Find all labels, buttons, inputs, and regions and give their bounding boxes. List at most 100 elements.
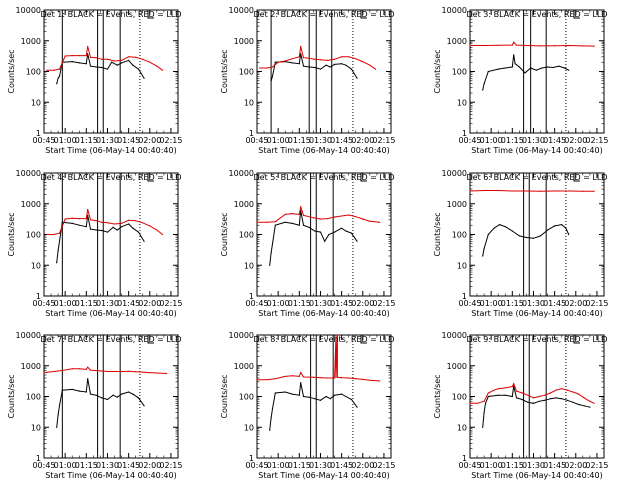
y-tick-label: 1 bbox=[462, 129, 467, 138]
data-point-lld bbox=[135, 56, 137, 58]
x-tick-label: 01:45 bbox=[543, 136, 566, 145]
series-line-events bbox=[482, 54, 569, 91]
data-point-lld bbox=[95, 220, 97, 222]
data-point-lld bbox=[334, 216, 336, 218]
y-tick-label: 10000 bbox=[442, 331, 467, 340]
data-point-events bbox=[78, 62, 80, 64]
y-axis-title: Counts/sec bbox=[7, 374, 16, 418]
y-tick-label: 10000 bbox=[442, 6, 467, 15]
x-tick-label: 01:15 bbox=[75, 461, 98, 470]
data-point-events bbox=[137, 397, 140, 399]
data-point-lld bbox=[355, 216, 357, 218]
data-point-lld bbox=[319, 59, 322, 61]
data-point-events bbox=[121, 226, 123, 228]
y-tick-label: 1000 bbox=[447, 37, 467, 46]
data-point-lld bbox=[314, 58, 316, 60]
y-tick-label: 1 bbox=[249, 292, 254, 301]
data-point-events bbox=[95, 394, 97, 396]
data-point-events bbox=[116, 396, 118, 398]
x-tick-label: 00:45 bbox=[458, 136, 481, 145]
series-line-lld bbox=[46, 46, 163, 71]
data-point-lld bbox=[64, 55, 66, 57]
data-point-events bbox=[497, 394, 499, 396]
x-tick-label: 02:15 bbox=[372, 461, 395, 470]
data-point-events bbox=[350, 398, 353, 401]
data-point-events bbox=[101, 66, 103, 69]
data-point-lld bbox=[259, 67, 261, 69]
y-tick-label: 10000 bbox=[16, 331, 41, 340]
x-tick-label: 02:00 bbox=[138, 299, 161, 308]
y-tick-label: 100 bbox=[26, 393, 41, 402]
data-point-lld bbox=[593, 190, 595, 192]
data-point-lld bbox=[593, 45, 595, 47]
y-tick-label: 100 bbox=[239, 68, 254, 77]
data-point-events bbox=[566, 399, 568, 401]
x-tick-label: 02:00 bbox=[564, 461, 587, 470]
data-point-lld bbox=[334, 58, 336, 60]
y-tick-label: 10000 bbox=[16, 169, 41, 178]
data-point-events bbox=[302, 65, 305, 67]
data-point-events bbox=[325, 64, 327, 66]
x-tick-label: 01:45 bbox=[543, 299, 566, 308]
data-point-lld bbox=[568, 44, 570, 47]
data-point-lld bbox=[156, 372, 158, 374]
plot-title: Det 3: BLACK = Events, RED = LLD bbox=[467, 10, 608, 19]
x-tick-label: 02:15 bbox=[585, 461, 608, 470]
y-tick-label: 10000 bbox=[229, 6, 254, 15]
x-tick-label: 01:00 bbox=[267, 136, 290, 145]
data-point-events bbox=[565, 227, 567, 229]
data-point-lld bbox=[266, 221, 268, 223]
x-tick-label: 01:30 bbox=[96, 299, 119, 308]
data-point-lld bbox=[300, 372, 302, 374]
data-point-lld bbox=[300, 206, 302, 208]
data-point-events bbox=[61, 221, 63, 223]
data-point-events bbox=[356, 77, 358, 79]
data-point-events bbox=[61, 389, 63, 391]
data-point-events bbox=[504, 67, 506, 69]
data-point-lld bbox=[379, 221, 381, 223]
x-axis-title: Start Time (06-May-14 00:40:40) bbox=[258, 309, 389, 318]
data-point-lld bbox=[582, 45, 584, 47]
data-point-lld bbox=[511, 386, 513, 388]
data-point-lld bbox=[525, 190, 528, 192]
data-point-events bbox=[511, 230, 513, 232]
data-point-lld bbox=[274, 221, 276, 223]
x-tick-label: 01:15 bbox=[288, 136, 311, 145]
y-tick-label: 10 bbox=[457, 98, 467, 107]
data-point-events bbox=[504, 226, 506, 228]
plot-frame bbox=[43, 9, 179, 134]
data-point-events bbox=[521, 398, 523, 401]
data-point-events bbox=[532, 237, 535, 239]
y-tick-label: 1 bbox=[36, 129, 41, 138]
data-point-events bbox=[57, 250, 59, 252]
panel-det-1: 1 10 100 1000 10000 00:4501:0001:1501:3001:45… bbox=[7, 6, 182, 155]
x-tick-label: 01:15 bbox=[501, 461, 524, 470]
panel-det-6: 1 10 100 1000 10000 00:4501:0001:1501:3001:45… bbox=[433, 169, 608, 318]
data-point-lld bbox=[379, 380, 381, 382]
data-point-events bbox=[71, 222, 73, 224]
data-point-events bbox=[89, 65, 92, 67]
x-tick-label: 01:15 bbox=[75, 136, 98, 145]
data-point-lld bbox=[549, 392, 552, 394]
data-point-events bbox=[143, 405, 145, 407]
data-point-lld bbox=[89, 369, 92, 371]
x-tick-label: 01:00 bbox=[480, 136, 503, 145]
y-tick-label: 100 bbox=[452, 393, 467, 402]
series-line-events bbox=[56, 378, 145, 428]
data-point-lld bbox=[271, 66, 274, 68]
data-point-events bbox=[308, 66, 310, 68]
plot-title: Det 6: BLACK = Events, RED = LLD bbox=[467, 173, 608, 182]
plot-title: Det 7: BLACK = Events, RED = LLD bbox=[41, 335, 182, 344]
data-point-events bbox=[568, 233, 570, 236]
x-tick-label: 01:00 bbox=[480, 299, 503, 308]
legend-bracket bbox=[147, 335, 154, 344]
data-point-lld bbox=[266, 67, 268, 69]
x-tick-label: 01:30 bbox=[309, 136, 332, 145]
data-point-events bbox=[85, 391, 87, 393]
data-point-events bbox=[538, 400, 540, 402]
y-tick-label: 10000 bbox=[229, 331, 254, 340]
data-point-lld bbox=[578, 393, 580, 395]
data-point-events bbox=[589, 406, 591, 408]
data-point-lld bbox=[308, 57, 310, 59]
data-point-events bbox=[568, 69, 570, 71]
